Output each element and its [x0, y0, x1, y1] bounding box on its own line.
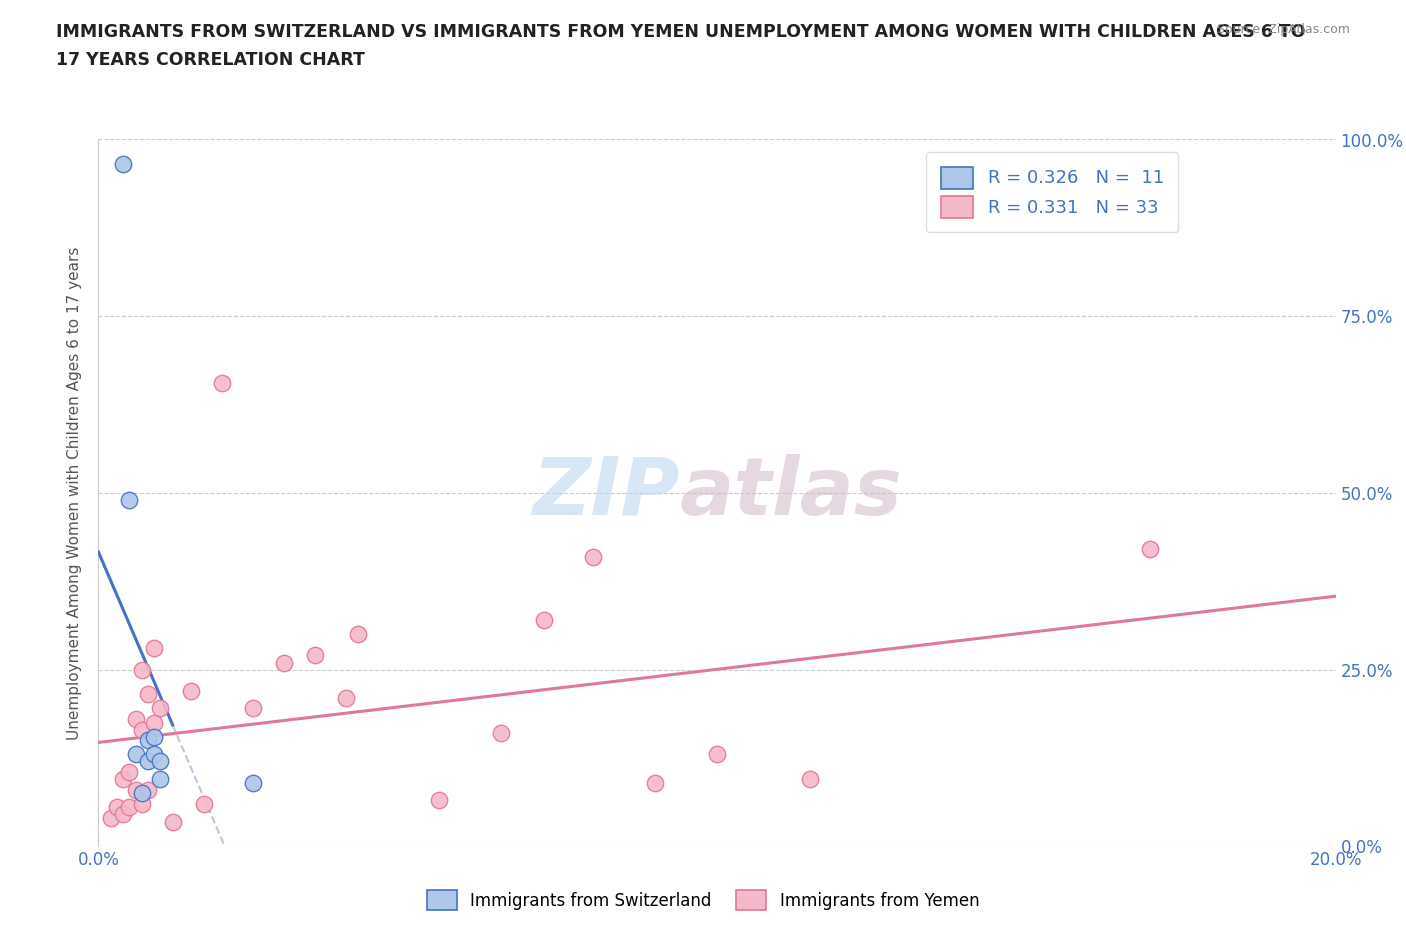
- Point: [131, 786, 153, 801]
- Point: [136, 754, 159, 769]
- Text: atlas: atlas: [681, 454, 903, 532]
- Legend: Immigrants from Switzerland, Immigrants from Yemen: Immigrants from Switzerland, Immigrants …: [420, 884, 986, 917]
- Text: Source: ZipAtlas.com: Source: ZipAtlas.com: [1216, 23, 1350, 36]
- Point: [143, 747, 166, 762]
- Text: IMMIGRANTS FROM SWITZERLAND VS IMMIGRANTS FROM YEMEN UNEMPLOYMENT AMONG WOMEN WI: IMMIGRANTS FROM SWITZERLAND VS IMMIGRANT…: [56, 23, 1306, 41]
- Point: [162, 814, 184, 829]
- Point: [131, 662, 153, 677]
- Point: [706, 747, 728, 762]
- Point: [118, 800, 141, 815]
- Point: [582, 549, 605, 564]
- Point: [489, 725, 512, 740]
- Point: [105, 800, 128, 815]
- Point: [136, 733, 159, 748]
- Point: [533, 613, 555, 628]
- Point: [131, 796, 153, 811]
- Point: [347, 627, 370, 642]
- Point: [180, 684, 202, 698]
- Point: [112, 807, 135, 822]
- Point: [799, 772, 821, 787]
- Point: [273, 655, 295, 670]
- Point: [304, 648, 326, 663]
- Y-axis label: Unemployment Among Women with Children Ages 6 to 17 years: Unemployment Among Women with Children A…: [67, 246, 83, 739]
- Point: [644, 776, 666, 790]
- Point: [136, 687, 159, 702]
- Point: [1139, 542, 1161, 557]
- Point: [149, 772, 172, 787]
- Point: [118, 764, 141, 779]
- Point: [143, 715, 166, 730]
- Point: [124, 711, 146, 726]
- Point: [242, 776, 264, 790]
- Point: [193, 796, 215, 811]
- Point: [100, 811, 122, 826]
- Point: [335, 690, 357, 705]
- Text: ZIP: ZIP: [533, 454, 681, 532]
- Point: [118, 493, 141, 508]
- Point: [211, 376, 233, 391]
- Text: 17 YEARS CORRELATION CHART: 17 YEARS CORRELATION CHART: [56, 51, 366, 69]
- Point: [143, 641, 166, 656]
- Point: [124, 747, 146, 762]
- Legend: R = 0.326   N =  11, R = 0.331   N = 33: R = 0.326 N = 11, R = 0.331 N = 33: [927, 153, 1178, 232]
- Point: [242, 701, 264, 716]
- Point: [124, 782, 146, 797]
- Point: [136, 782, 159, 797]
- Point: [149, 701, 172, 716]
- Point: [149, 754, 172, 769]
- Point: [112, 772, 135, 787]
- Point: [131, 723, 153, 737]
- Point: [112, 157, 135, 172]
- Point: [427, 793, 450, 808]
- Point: [143, 729, 166, 744]
